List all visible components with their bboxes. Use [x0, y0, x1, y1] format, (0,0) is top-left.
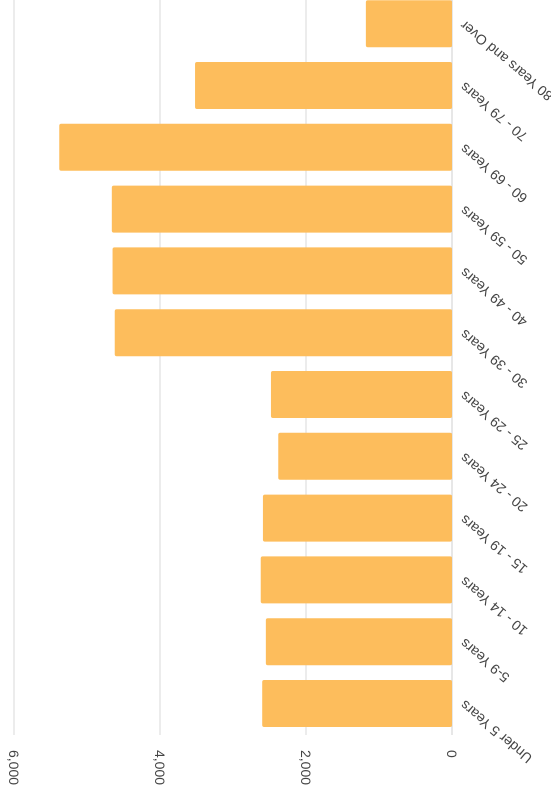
category-label: 40 - 49 Years: [457, 265, 530, 330]
bar: [195, 62, 453, 109]
category-label: 5-9 Years: [457, 636, 513, 686]
bar: [262, 680, 452, 727]
bar: [112, 247, 453, 295]
category-label: 10 - 14 Years: [457, 574, 530, 639]
bar: [270, 371, 452, 418]
bar: [111, 185, 452, 233]
x-tick-label: 4,000: [152, 750, 168, 785]
bars: [59, 0, 453, 727]
axis-tick-labels: 0 2,000 4,000 6,000: [6, 750, 460, 785]
category-label: 60 - 69 Years: [457, 141, 530, 206]
x-tick-label: 6,000: [6, 750, 22, 785]
bar: [59, 123, 452, 171]
bar: [260, 556, 452, 604]
x-tick-label: 2,000: [298, 750, 314, 785]
grid-lines: [13, 0, 453, 735]
bar: [262, 494, 452, 542]
bar: [278, 432, 452, 480]
category-label: 25 - 29 Years: [457, 388, 530, 453]
category-label: 50 - 59 Years: [457, 203, 530, 268]
category-label: 30 - 39 Years: [457, 327, 530, 392]
category-label: Under 5 Years: [457, 697, 535, 766]
bar: [114, 309, 453, 357]
category-label: 70 - 79 Years: [457, 79, 530, 144]
category-label: 20 - 24 Years: [457, 450, 530, 515]
category-label: 15 - 19 Years: [457, 512, 530, 577]
bar: [265, 618, 452, 666]
x-tick-label: 0: [444, 750, 460, 758]
bar: [365, 0, 452, 48]
